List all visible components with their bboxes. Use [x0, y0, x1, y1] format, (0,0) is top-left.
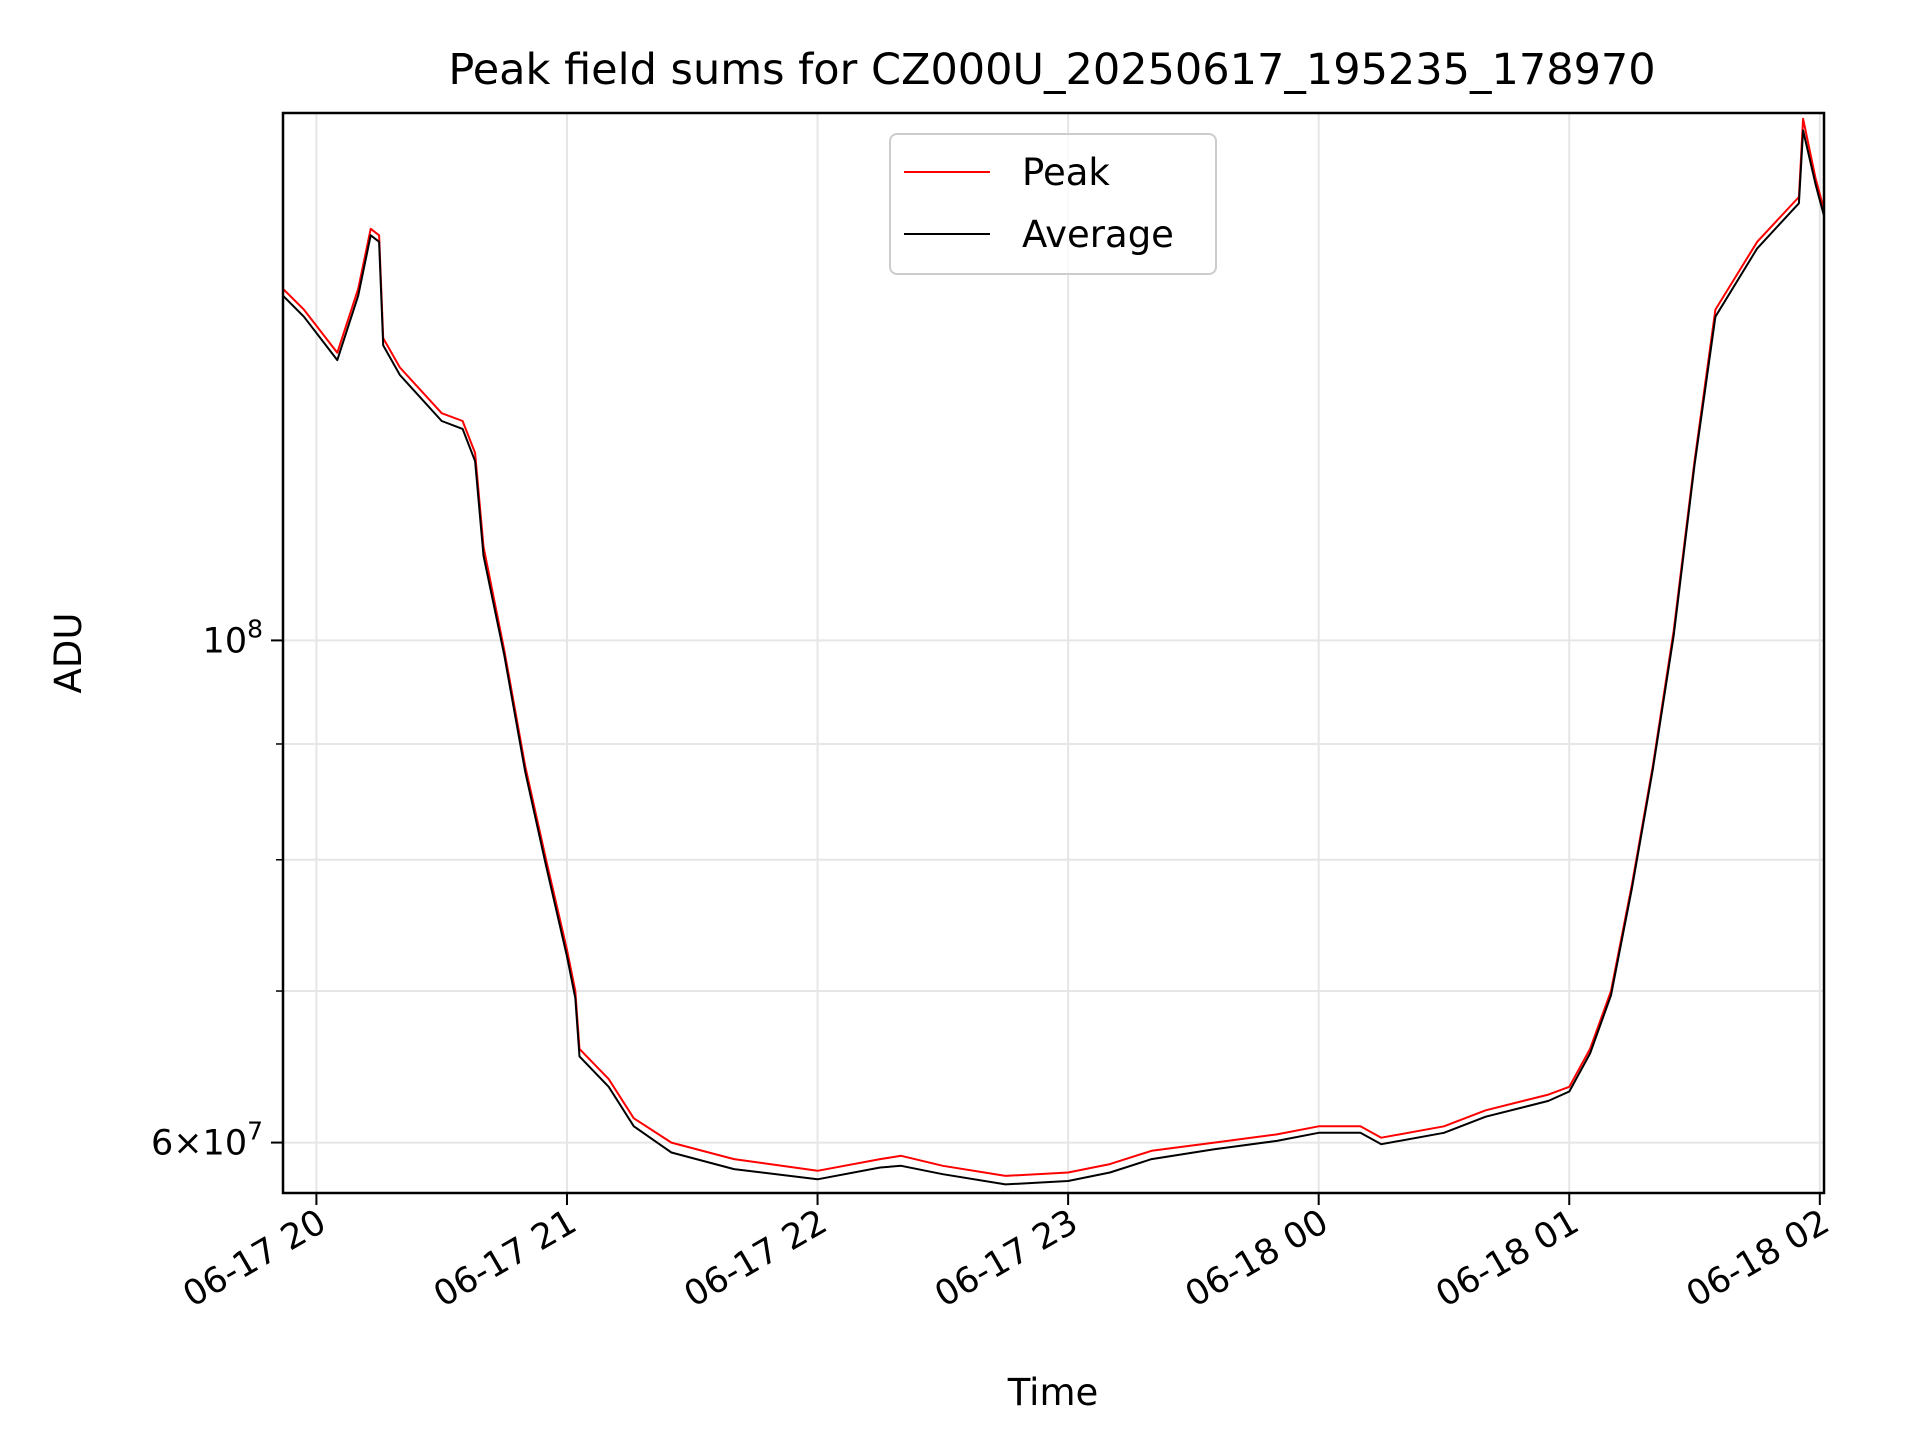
plot-frame	[281, 111, 1826, 1195]
y-tick-label: 6×107	[151, 1117, 263, 1164]
legend: Peak Average	[889, 133, 1217, 275]
x-axis-label: Time	[1007, 1371, 1099, 1414]
y-axis-label: ADU	[47, 613, 90, 694]
y-tick-label: 108	[203, 614, 263, 661]
series-line-average	[283, 129, 1824, 1186]
legend-box	[889, 133, 1217, 275]
legend-label-peak: Peak	[1022, 151, 1110, 194]
y-axis: 6×107 108	[151, 614, 283, 1164]
plot-lines	[283, 117, 1824, 1186]
legend-label-average: Average	[1022, 213, 1174, 256]
chart-title: Peak field sums for CZ000U_20250617_1952…	[448, 45, 1655, 95]
grid	[283, 113, 1824, 1193]
